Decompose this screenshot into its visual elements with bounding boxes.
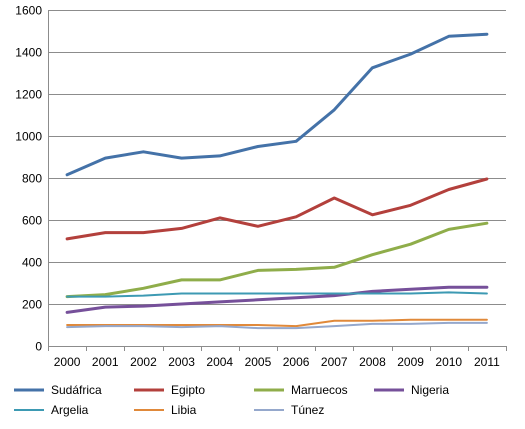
x-tick-label: 2000: [54, 355, 81, 369]
y-tick-label: 1000: [15, 130, 42, 144]
legend-label: Libia: [171, 403, 197, 417]
x-tick-label: 2005: [245, 355, 272, 369]
series-line-3: [65, 285, 489, 314]
y-axis-ticks: 0 200 400 600 800 1000 1200 1400 1600: [15, 4, 42, 354]
y-tick-label: 200: [22, 298, 42, 312]
legend-label: Argelia: [51, 403, 89, 417]
plot-series: [65, 32, 489, 330]
x-axis-ticks: 2000 2001 2002 2003 2004 2005 2006 2007 2008 2009…: [48, 346, 507, 369]
legend-label: Túnez: [291, 403, 324, 417]
legend-label: Sudáfrica: [51, 383, 102, 397]
series-line-0: [65, 32, 489, 177]
gridlines: [48, 10, 506, 347]
x-tick-label: 2009: [397, 355, 424, 369]
y-tick-label: 1600: [15, 4, 42, 18]
x-tick-label: 2006: [283, 355, 310, 369]
series-line-5: [66, 318, 488, 328]
y-tick-label: 600: [22, 214, 42, 228]
series-line-1: [65, 177, 489, 241]
legend-label: Egipto: [171, 383, 205, 397]
x-tick-label: 2007: [321, 355, 348, 369]
x-tick-label: 2008: [359, 355, 386, 369]
series-line-4: [66, 291, 488, 298]
x-tick-label: 2003: [168, 355, 195, 369]
y-tick-label: 400: [22, 256, 42, 270]
series-line-2: [65, 221, 489, 299]
legend-label: Nigeria: [411, 383, 449, 397]
x-tick-label: 2011: [474, 355, 500, 369]
series-line-6: [66, 321, 488, 330]
x-tick-label: 2001: [92, 355, 119, 369]
y-tick-label: 0: [35, 340, 42, 354]
x-tick-label: 2004: [206, 355, 233, 369]
legend-label: Marruecos: [291, 383, 348, 397]
y-tick-label: 800: [22, 172, 42, 186]
legend: Sudáfrica Egipto Marruecos Nigeria Argelia Li…: [14, 383, 449, 417]
x-tick-label: 2002: [130, 355, 157, 369]
y-tick-label: 1400: [15, 46, 42, 60]
x-tick-label: 2010: [435, 355, 462, 369]
y-tick-label: 1200: [15, 88, 42, 102]
